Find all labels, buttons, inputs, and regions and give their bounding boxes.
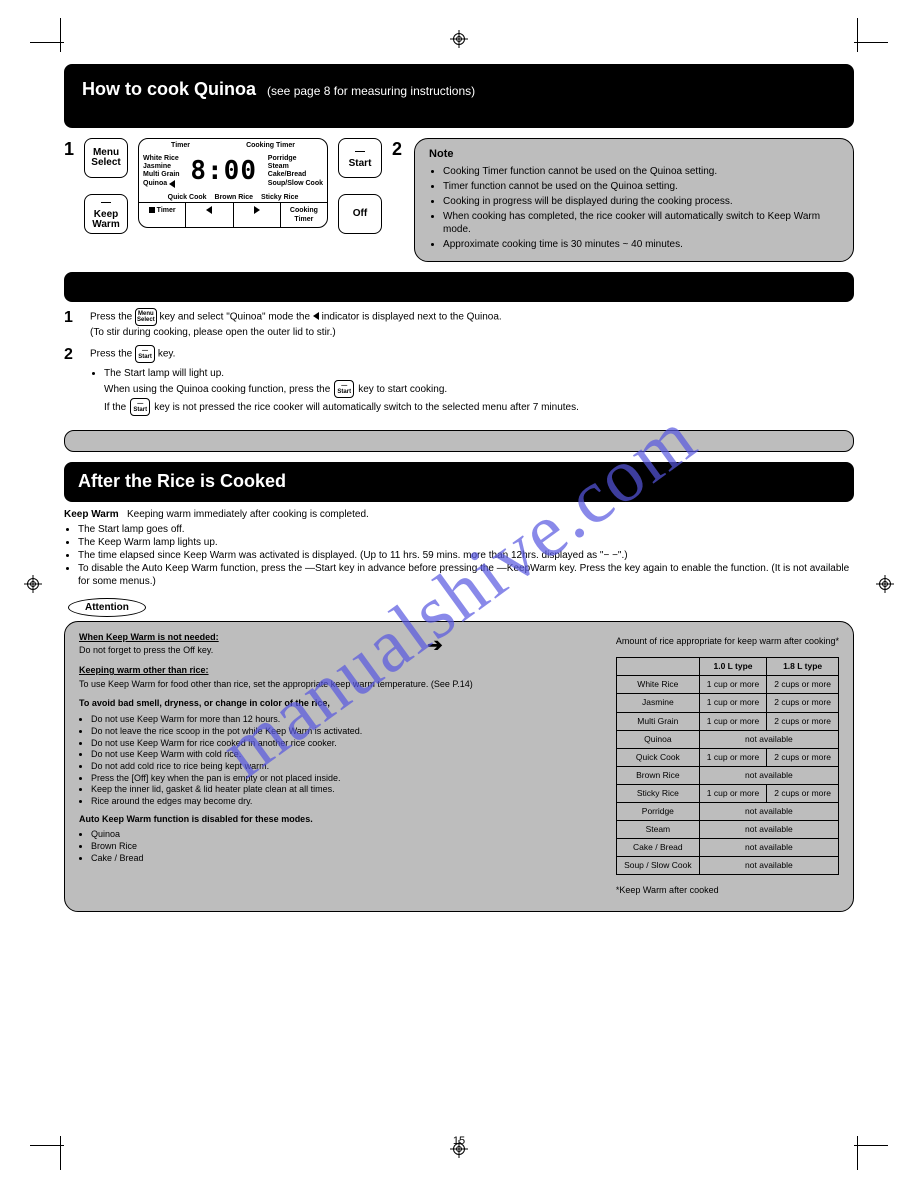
amount-heading: Amount of rice appropriate for keep warm… xyxy=(616,636,839,648)
kw-bullet: The time elapsed since Keep Warm was act… xyxy=(78,549,854,562)
triangle-left-icon xyxy=(313,312,319,320)
menu-select-icon: MenuSelect xyxy=(135,308,157,326)
callout-2: 2 xyxy=(392,138,402,161)
keep-warm-icon: —KeepWarm xyxy=(497,563,557,574)
selection-indicator-icon xyxy=(169,180,175,188)
avoid-item: Do not add cold rice to rice being kept … xyxy=(91,761,600,773)
avoid-item: Do not use Keep Warm for more than 12 ho… xyxy=(91,714,600,726)
right-arrow-icon xyxy=(254,206,260,214)
control-panel-diagram: 1 MenuSelect —KeepWarm Timer Cooking Tim… xyxy=(64,138,402,234)
start-icon: —Start xyxy=(135,345,155,363)
step-bullet: The Start lamp will light up. xyxy=(104,367,854,380)
disable-item: Brown Rice xyxy=(91,841,600,853)
crop-mark-tl xyxy=(30,18,76,64)
start-icon: —Start xyxy=(130,398,150,416)
keep-warm-table: 1.0 L type 1.8 L type White Rice1 cup or… xyxy=(616,657,839,875)
disable-heading: Auto Keep Warm function is disabled for … xyxy=(79,814,600,826)
divider-bar-grey xyxy=(64,430,854,452)
keep-warm-section: Keep Warm Keeping warm immediately after… xyxy=(64,508,854,588)
note-item: When cooking has completed, the rice coo… xyxy=(443,210,839,236)
attention-panel: ➔ When Keep Warm is not needed: Do not f… xyxy=(64,621,854,912)
menu-select-button: MenuSelect xyxy=(84,138,128,178)
avoid-item: Do not use Keep Warm with cold rice. xyxy=(91,749,600,761)
note-title: Note xyxy=(429,147,839,161)
registration-mark-left xyxy=(24,575,42,593)
note-item: Cooking Timer function cannot be used on… xyxy=(443,165,839,178)
registration-mark-top xyxy=(450,30,468,48)
quinoa-heading: How to cook Quinoa (see page 8 for measu… xyxy=(64,64,854,128)
avoid-item: Rice around the edges may become dry. xyxy=(91,796,600,808)
off-button: Off xyxy=(338,194,382,234)
quinoa-title: How to cook Quinoa xyxy=(82,79,256,99)
quinoa-sub: (see page 8 for measuring instructions) xyxy=(267,84,475,98)
after-cooked-heading: After the Rice is Cooked xyxy=(64,462,854,501)
divider-bar-1 xyxy=(64,272,854,302)
left-arrow-icon xyxy=(206,206,212,214)
crop-mark-br xyxy=(842,1124,888,1170)
lcd-time: 8:00 xyxy=(184,155,264,189)
start-icon: —Start xyxy=(334,380,354,398)
amount-footnote: *Keep Warm after cooked xyxy=(616,885,839,897)
lcd-display: Timer Cooking Timer White Rice Jasmine M… xyxy=(138,138,328,228)
start-icon: —Start xyxy=(305,563,336,574)
crop-mark-tr xyxy=(842,18,888,64)
quinoa-steps: 1 Press the MenuSelect key and select "Q… xyxy=(64,308,854,420)
attention-label: Attention xyxy=(68,598,146,617)
quinoa-note-box: Note Cooking Timer function cannot be us… xyxy=(414,138,854,262)
disable-item: Cake / Bread xyxy=(91,853,600,865)
note-item: Approximate cooking time is 30 minutes ~… xyxy=(443,238,839,251)
off-icon: Off xyxy=(183,645,195,655)
kw-not-needed-heading: When Keep Warm is not needed: xyxy=(79,632,600,644)
disable-item: Quinoa xyxy=(91,829,600,841)
avoid-item: Do not leave the rice scoop in the pot w… xyxy=(91,726,600,738)
kw-bullet: The Start lamp goes off. xyxy=(78,523,854,536)
registration-mark-right xyxy=(876,575,894,593)
callout-1: 1 xyxy=(64,138,74,161)
note-item: Timer function cannot be used on the Qui… xyxy=(443,180,839,193)
keep-warm-button: —KeepWarm xyxy=(84,194,128,234)
note-item: Cooking in progress will be displayed du… xyxy=(443,195,839,208)
avoid-item: Press the [Off] key when the pan is empt… xyxy=(91,773,600,785)
step-number: 2 xyxy=(64,345,82,420)
start-button: —Start xyxy=(338,138,382,178)
avoid-item: Keep the inner lid, gasket & lid heater … xyxy=(91,784,600,796)
kw-bullet: To disable the Auto Keep Warm function, … xyxy=(78,562,854,588)
keep-warm-label: Keep Warm xyxy=(64,509,119,520)
avoid-heading: To avoid bad smell, dryness, or change i… xyxy=(79,698,600,710)
kw-bullet: The Keep Warm lamp lights up. xyxy=(78,536,854,549)
step-bullet: When using the Quinoa cooking function, … xyxy=(104,383,330,396)
step-number: 1 xyxy=(64,308,82,339)
page-number: 15 xyxy=(453,1134,465,1148)
crop-mark-bl xyxy=(30,1124,76,1170)
kw-other-heading: Keeping warm other than rice: xyxy=(79,665,600,677)
arrow-right-icon: ➔ xyxy=(427,634,442,657)
manual-page: manualshive.com How to cook Quinoa (see … xyxy=(0,0,918,1188)
avoid-item: Do not use Keep Warm for rice cooked in … xyxy=(91,738,600,750)
